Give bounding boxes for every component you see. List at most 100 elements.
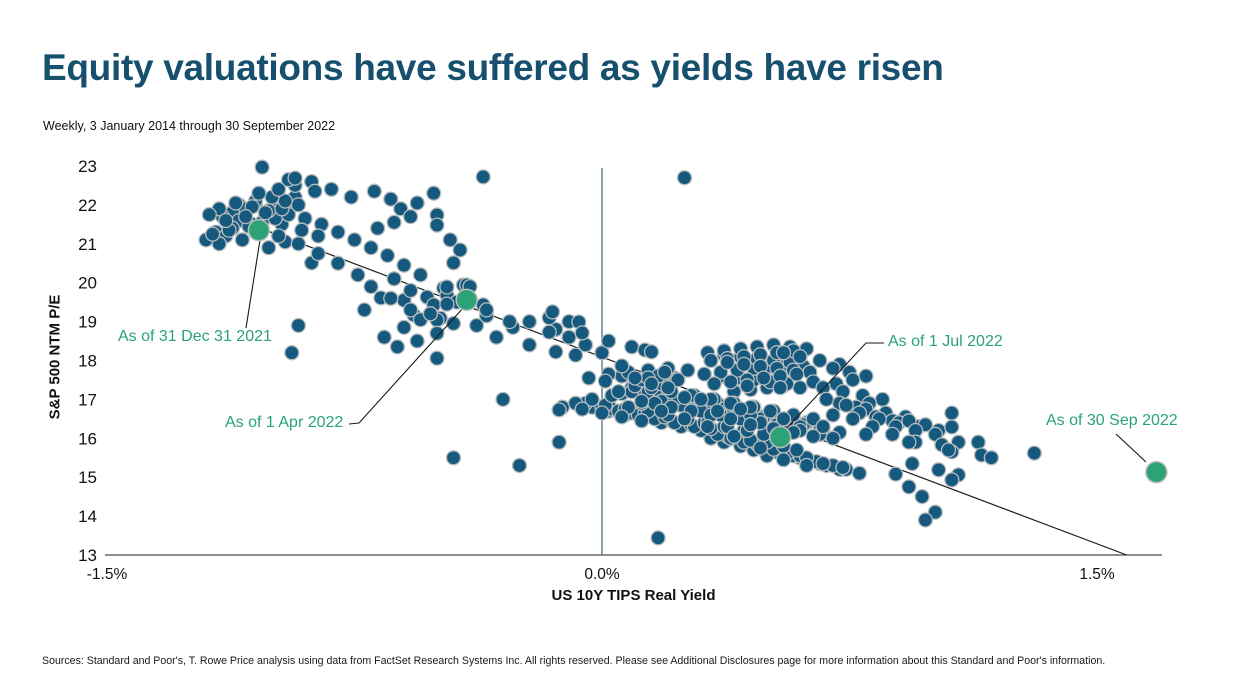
data-point: [379, 247, 396, 264]
data-point: [270, 181, 287, 197]
data-point: [884, 426, 901, 443]
data-point: [442, 232, 458, 248]
data-point: [356, 302, 373, 318]
data-point: [369, 220, 386, 236]
data-point: [393, 201, 409, 217]
data-point: [201, 206, 217, 223]
data-point: [594, 345, 610, 361]
data-point: [983, 450, 1000, 466]
data-point: [254, 159, 270, 175]
data-point: [366, 183, 382, 199]
data-point: [825, 430, 841, 446]
data-point: [574, 325, 590, 341]
data-point: [970, 434, 986, 450]
data-point: [396, 319, 412, 336]
data-point: [792, 348, 808, 365]
data-point: [363, 240, 379, 256]
data-point: [1026, 445, 1042, 461]
data-point: [350, 267, 366, 283]
y-tick-label: 17: [78, 390, 97, 409]
data-point: [261, 240, 277, 256]
data-point: [815, 418, 831, 435]
data-point: [551, 402, 567, 418]
data-point: [633, 413, 650, 429]
data-point: [323, 181, 340, 197]
data-point: [307, 183, 323, 199]
y-axis-title: S&P 500 NTM P/E: [46, 294, 64, 420]
y-tick-label: 14: [78, 507, 97, 526]
data-point: [838, 397, 854, 413]
data-point: [511, 457, 528, 474]
data-point: [383, 191, 399, 207]
data-point: [290, 236, 307, 252]
data-point: [627, 370, 643, 386]
data-point: [402, 302, 419, 318]
data-point: [835, 459, 851, 476]
data-point: [660, 380, 676, 396]
data-point: [429, 325, 445, 341]
data-point: [706, 376, 722, 392]
data-point: [544, 304, 561, 320]
data-point: [845, 411, 861, 427]
annotation-leader-line: [348, 306, 465, 425]
data-point: [930, 462, 947, 478]
data-point: [290, 197, 307, 213]
data-point: [670, 372, 686, 388]
data-point: [633, 393, 650, 409]
data-point: [901, 479, 917, 495]
data-point: [475, 169, 491, 185]
data-point: [614, 409, 630, 425]
data-point: [412, 267, 429, 283]
data-point: [429, 217, 445, 233]
data-point: [650, 530, 666, 546]
data-point: [815, 455, 831, 472]
data-point: [789, 366, 805, 382]
data-point: [657, 364, 673, 380]
highlight-point: [1145, 460, 1168, 484]
data-point: [429, 350, 445, 366]
data-point: [488, 329, 505, 345]
data-point: [294, 222, 310, 238]
data-point: [699, 418, 716, 435]
data-point: [290, 317, 307, 334]
data-point: [901, 434, 917, 450]
highlight-point: [455, 288, 478, 312]
data-point: [422, 306, 439, 322]
y-tick-label: 23: [78, 157, 97, 176]
data-point: [445, 255, 462, 271]
data-point: [452, 242, 468, 258]
data-point: [772, 380, 788, 396]
data-point: [439, 279, 455, 295]
data-point: [812, 352, 828, 369]
data-point: [756, 370, 772, 386]
data-point: [376, 329, 392, 345]
data-point: [858, 426, 874, 443]
data-point: [330, 255, 346, 271]
data-point: [445, 315, 462, 332]
y-tick-label: 16: [78, 429, 97, 448]
data-point: [204, 226, 221, 242]
data-point: [257, 205, 274, 221]
data-point: [723, 411, 739, 427]
data-point: [237, 208, 254, 225]
y-tick-label: 22: [78, 196, 97, 215]
data-point: [940, 442, 957, 458]
data-point: [330, 224, 346, 240]
data-point: [228, 195, 244, 211]
data-point: [541, 324, 557, 340]
data-point: [346, 232, 363, 248]
data-point: [343, 189, 359, 205]
data-point: [402, 282, 419, 299]
data-point: [805, 428, 821, 445]
data-point: [825, 360, 841, 376]
y-tick-label: 19: [78, 313, 97, 332]
data-point: [904, 455, 920, 472]
data-point: [676, 411, 693, 427]
data-point: [874, 391, 891, 408]
data-point: [693, 391, 709, 408]
data-point: [680, 362, 696, 378]
annotation-leader-line: [1115, 433, 1147, 463]
data-point: [389, 339, 406, 355]
data-point: [739, 378, 755, 394]
data-point: [409, 195, 425, 211]
